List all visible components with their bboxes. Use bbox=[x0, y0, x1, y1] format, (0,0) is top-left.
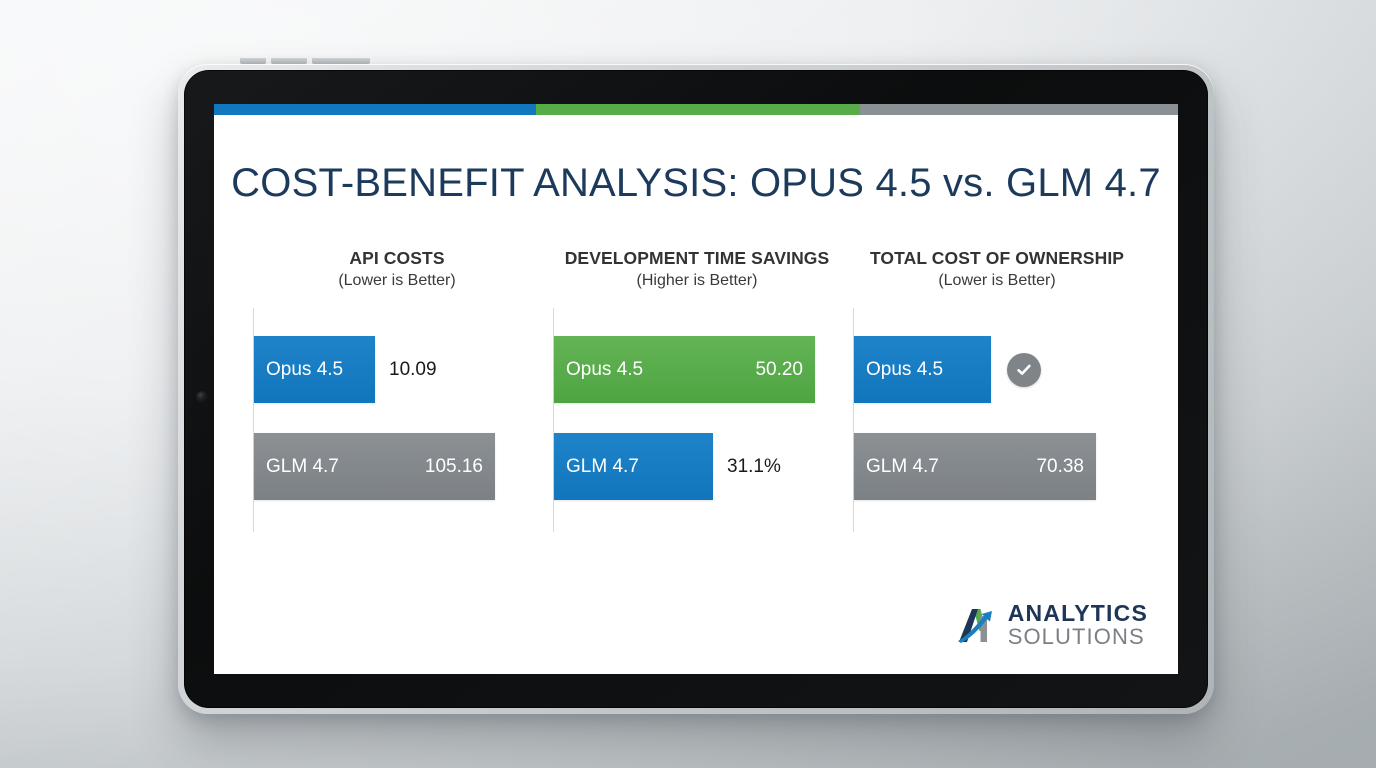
logo-wordmark: ANALYTICS SOLUTIONS bbox=[1008, 602, 1148, 648]
charts-row: API COSTS (Lower is Better) Opus 4.5 10.… bbox=[214, 248, 1178, 532]
bar-value-label: 70.38 bbox=[1036, 455, 1084, 477]
logo-line-analytics: ANALYTICS bbox=[1007, 600, 1148, 626]
bar-label: GLM 4.7 bbox=[266, 455, 339, 477]
chart-axis-line bbox=[853, 308, 854, 532]
bar-row: Opus 4.5 bbox=[854, 336, 1041, 403]
chart-title: TOTAL COST OF OWNERSHIP bbox=[869, 248, 1125, 268]
bar-glm-47[interactable]: GLM 4.7 105.16 bbox=[254, 433, 495, 500]
bar-glm-47[interactable]: GLM 4.7 70.38 bbox=[854, 433, 1096, 500]
slide-screen: COST-BENEFIT ANALYSIS: OPUS 4.5 vs. GLM … bbox=[214, 104, 1178, 674]
logo-line-solutions: SOLUTIONS bbox=[1007, 624, 1145, 649]
chart-header: TOTAL COST OF OWNERSHIP (Lower is Better… bbox=[852, 248, 1142, 290]
chart-api-costs: API COSTS (Lower is Better) Opus 4.5 10.… bbox=[252, 248, 542, 532]
chart-header: DEVELOPMENT TIME SAVINGS (Higher is Bett… bbox=[552, 248, 842, 290]
bar-row: Opus 4.5 50.20 bbox=[554, 336, 815, 403]
accent-segment-green bbox=[535, 104, 860, 115]
accent-segment-gray bbox=[859, 104, 1178, 115]
check-circle-icon bbox=[1007, 352, 1041, 387]
chart-header: API COSTS (Lower is Better) bbox=[252, 248, 542, 290]
chart-subtitle: (Higher is Better) bbox=[636, 272, 758, 289]
bar-label: Opus 4.5 bbox=[266, 358, 344, 380]
bar-row: Opus 4.5 10.09 bbox=[254, 336, 437, 403]
chart-plot-area: Opus 4.5 GLM 4.7 70.38 bbox=[852, 308, 1142, 532]
chart-plot-area: Opus 4.5 10.09 GLM 4.7 105.16 bbox=[252, 308, 542, 532]
bar-label: GLM 4.7 bbox=[566, 455, 639, 477]
chart-subtitle: (Lower is Better) bbox=[938, 272, 1056, 289]
bar-opus-45[interactable]: Opus 4.5 bbox=[254, 336, 375, 403]
tablet-device: COST-BENEFIT ANALYSIS: OPUS 4.5 vs. GLM … bbox=[178, 58, 1214, 714]
bar-value-label: 105.16 bbox=[424, 455, 483, 477]
chart-plot-area: Opus 4.5 50.20 GLM 4.7 31.1% bbox=[552, 308, 842, 532]
chart-axis-line bbox=[253, 308, 254, 532]
bar-opus-45[interactable]: Opus 4.5 bbox=[854, 336, 991, 403]
tablet-bezel: COST-BENEFIT ANALYSIS: OPUS 4.5 vs. GLM … bbox=[184, 70, 1208, 708]
chart-development-time-savings: DEVELOPMENT TIME SAVINGS (Higher is Bett… bbox=[552, 248, 842, 532]
bar-row: GLM 4.7 70.38 bbox=[854, 433, 1096, 500]
bar-label: GLM 4.7 bbox=[866, 455, 939, 477]
bar-label: Opus 4.5 bbox=[566, 358, 644, 380]
chart-axis-line bbox=[553, 308, 554, 532]
volume-up-button[interactable] bbox=[271, 58, 307, 64]
bar-row: GLM 4.7 31.1% bbox=[554, 433, 781, 500]
accent-segment-blue bbox=[214, 104, 536, 115]
chart-total-cost-of-ownership: TOTAL COST OF OWNERSHIP (Lower is Better… bbox=[852, 248, 1142, 532]
bar-value-label: 50.20 bbox=[755, 358, 803, 380]
page-title: COST-BENEFIT ANALYSIS: OPUS 4.5 vs. GLM … bbox=[231, 161, 1161, 205]
bar-value-label: 31.1% bbox=[727, 455, 781, 477]
bar-label: Opus 4.5 bbox=[866, 358, 944, 380]
power-button[interactable] bbox=[240, 58, 266, 64]
front-camera-icon bbox=[197, 392, 206, 401]
volume-down-button[interactable] bbox=[312, 58, 370, 64]
bar-row: GLM 4.7 105.16 bbox=[254, 433, 495, 500]
chart-title: DEVELOPMENT TIME SAVINGS bbox=[564, 248, 830, 268]
brand-logo: ANALYTICS SOLUTIONS bbox=[953, 602, 1148, 648]
accent-bar bbox=[214, 104, 1178, 115]
bar-opus-45[interactable]: Opus 4.5 50.20 bbox=[554, 336, 815, 403]
tablet-top-buttons bbox=[240, 58, 370, 64]
chart-subtitle: (Lower is Better) bbox=[338, 272, 456, 289]
bar-value-label: 10.09 bbox=[389, 358, 437, 380]
chart-title: API COSTS bbox=[349, 248, 445, 268]
analytics-a-mark-icon bbox=[953, 602, 999, 648]
bar-glm-47[interactable]: GLM 4.7 bbox=[554, 433, 713, 500]
